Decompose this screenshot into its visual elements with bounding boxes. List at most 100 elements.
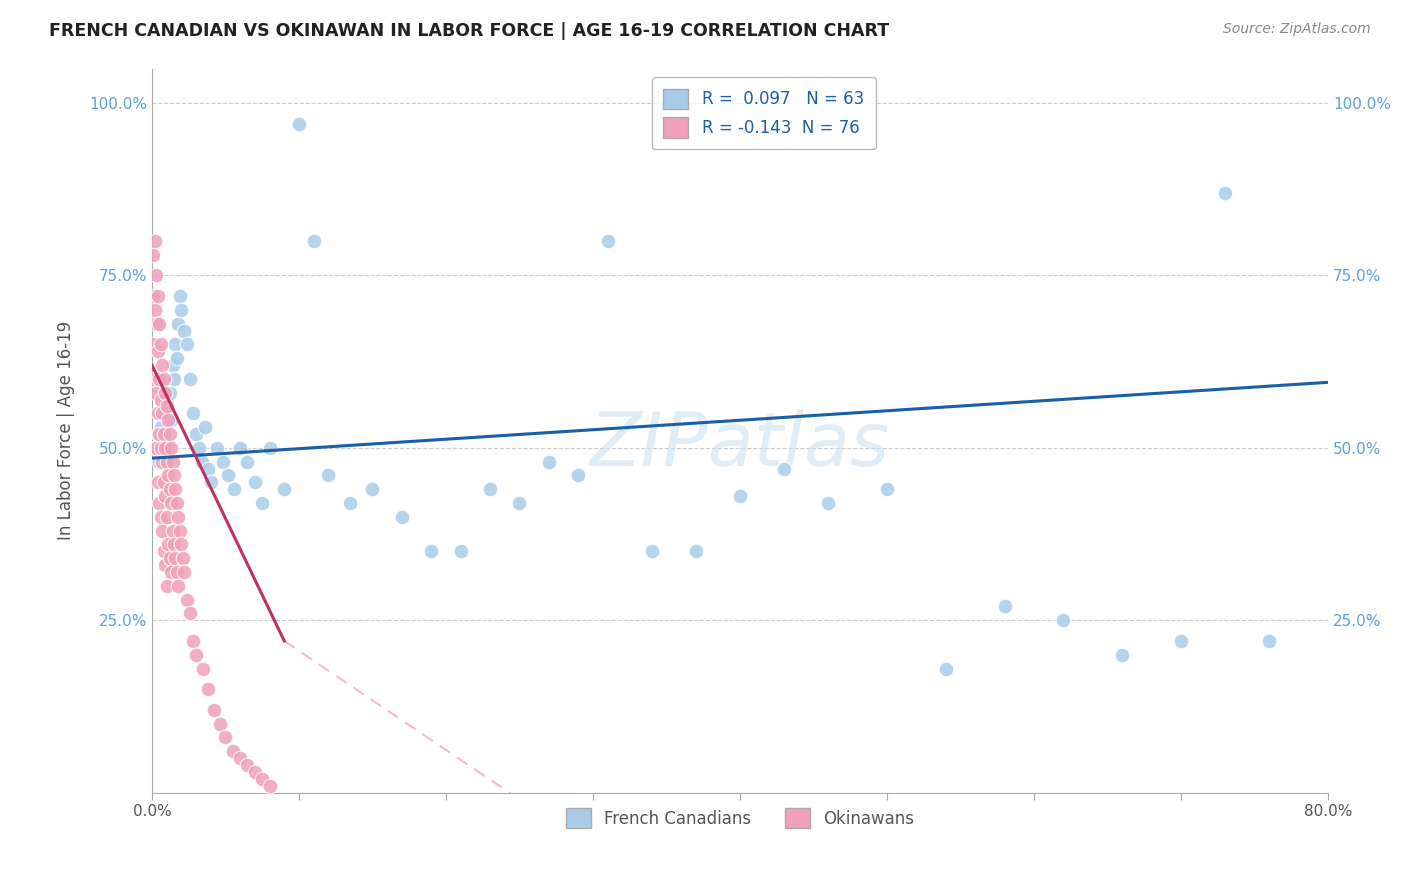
Point (160, 565, 183, 579)
Point (145, 317, 167, 331)
Point (181, 406, 204, 420)
Point (1052, 613, 1074, 627)
Point (236, 455, 259, 469)
Point (361, 482, 384, 496)
Point (184, 427, 207, 442)
Legend: French Canadians, Okinawans: French Canadians, Okinawans (560, 801, 921, 835)
Point (145, 385, 167, 400)
Point (149, 509, 172, 524)
Point (148, 496, 170, 510)
Point (165, 551, 187, 566)
Point (160, 441, 183, 455)
Point (149, 392, 172, 407)
Point (1170, 634, 1192, 648)
Point (156, 406, 179, 420)
Point (146, 427, 169, 442)
Point (172, 551, 194, 566)
Point (250, 772, 273, 786)
Y-axis label: In Labor Force | Age 16-19: In Labor Force | Age 16-19 (58, 321, 75, 541)
Point (302, 234, 325, 248)
Point (162, 455, 184, 469)
Point (288, 117, 311, 131)
Point (243, 764, 266, 779)
Point (146, 289, 169, 303)
Point (153, 385, 176, 400)
Point (208, 716, 231, 731)
Point (157, 468, 180, 483)
Point (193, 661, 215, 675)
Point (159, 385, 181, 400)
Point (157, 413, 180, 427)
Point (181, 634, 204, 648)
Point (170, 302, 193, 317)
Point (169, 289, 191, 303)
Point (162, 358, 184, 372)
Point (148, 427, 170, 442)
Point (773, 461, 796, 475)
Point (150, 455, 173, 469)
Point (259, 441, 281, 455)
Point (567, 468, 589, 483)
Point (508, 496, 530, 510)
Text: Source: ZipAtlas.com: Source: ZipAtlas.com (1223, 22, 1371, 37)
Point (876, 482, 898, 496)
Point (217, 468, 239, 483)
Point (148, 372, 170, 386)
Point (165, 482, 187, 496)
Point (273, 482, 295, 496)
Point (641, 544, 664, 558)
Point (1111, 648, 1133, 662)
Point (150, 406, 173, 420)
Point (173, 565, 195, 579)
Point (145, 441, 167, 455)
Point (160, 413, 183, 427)
Point (184, 648, 207, 662)
Point (222, 744, 245, 758)
Point (159, 427, 181, 442)
Point (420, 544, 443, 558)
Point (243, 475, 266, 490)
Point (152, 434, 174, 448)
Point (148, 317, 170, 331)
Point (150, 524, 173, 538)
Point (166, 496, 188, 510)
Point (142, 248, 165, 262)
Point (143, 372, 166, 386)
Point (156, 579, 179, 593)
Point (152, 544, 174, 558)
Point (728, 489, 751, 503)
Point (1213, 186, 1236, 200)
Point (167, 317, 190, 331)
Point (152, 372, 174, 386)
Point (191, 455, 214, 469)
Point (169, 524, 191, 538)
Point (935, 661, 957, 675)
Point (143, 302, 166, 317)
Point (197, 461, 219, 475)
Point (391, 509, 413, 524)
Point (152, 427, 174, 442)
Point (166, 351, 188, 366)
Point (146, 406, 169, 420)
Point (156, 400, 179, 414)
Point (236, 758, 259, 772)
Text: ZIPatlas: ZIPatlas (591, 409, 890, 481)
Point (596, 234, 619, 248)
Point (685, 544, 707, 558)
Point (163, 537, 186, 551)
Point (205, 441, 228, 455)
Point (157, 537, 180, 551)
Text: FRENCH CANADIAN VS OKINAWAN IN LABOR FORCE | AGE 16-19 CORRELATION CHART: FRENCH CANADIAN VS OKINAWAN IN LABOR FOR… (49, 22, 890, 40)
Point (166, 565, 188, 579)
Point (156, 455, 179, 469)
Point (146, 475, 169, 490)
Point (202, 703, 225, 717)
Point (1258, 634, 1281, 648)
Point (142, 289, 165, 303)
Point (160, 496, 183, 510)
Point (149, 337, 172, 351)
Point (153, 489, 176, 503)
Point (146, 344, 169, 359)
Point (159, 551, 181, 566)
Point (250, 496, 273, 510)
